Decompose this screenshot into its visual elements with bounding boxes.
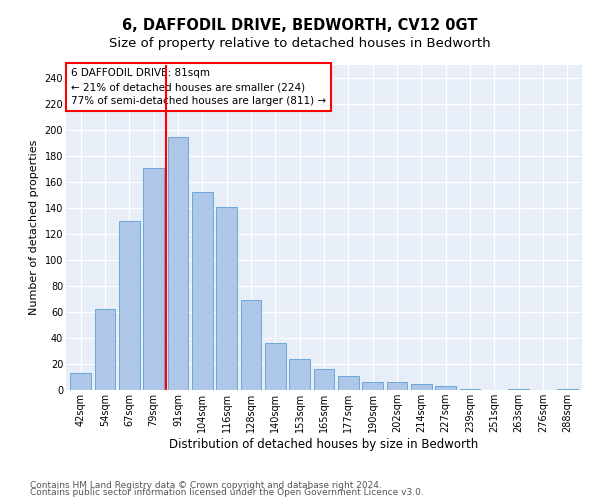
Bar xyxy=(289,359,310,390)
Text: Size of property relative to detached houses in Bedworth: Size of property relative to detached ho… xyxy=(109,38,491,51)
Bar xyxy=(216,206,237,390)
Bar xyxy=(95,310,115,390)
Bar xyxy=(265,343,286,390)
Bar xyxy=(119,221,140,390)
Bar xyxy=(192,192,212,390)
Bar xyxy=(436,386,456,390)
Text: 6, DAFFODIL DRIVE, BEDWORTH, CV12 0GT: 6, DAFFODIL DRIVE, BEDWORTH, CV12 0GT xyxy=(122,18,478,32)
Bar xyxy=(70,373,91,390)
Text: Contains public sector information licensed under the Open Government Licence v3: Contains public sector information licen… xyxy=(30,488,424,497)
Bar xyxy=(143,168,164,390)
Bar xyxy=(314,369,334,390)
Bar xyxy=(557,388,578,390)
Bar xyxy=(338,376,359,390)
Text: Contains HM Land Registry data © Crown copyright and database right 2024.: Contains HM Land Registry data © Crown c… xyxy=(30,480,382,490)
Bar xyxy=(167,136,188,390)
Bar xyxy=(362,382,383,390)
Bar xyxy=(386,382,407,390)
Y-axis label: Number of detached properties: Number of detached properties xyxy=(29,140,39,315)
Bar xyxy=(241,300,262,390)
Bar xyxy=(411,384,432,390)
Text: 6 DAFFODIL DRIVE: 81sqm
← 21% of detached houses are smaller (224)
77% of semi-d: 6 DAFFODIL DRIVE: 81sqm ← 21% of detache… xyxy=(71,68,326,106)
X-axis label: Distribution of detached houses by size in Bedworth: Distribution of detached houses by size … xyxy=(169,438,479,451)
Bar xyxy=(460,388,481,390)
Bar xyxy=(508,388,529,390)
